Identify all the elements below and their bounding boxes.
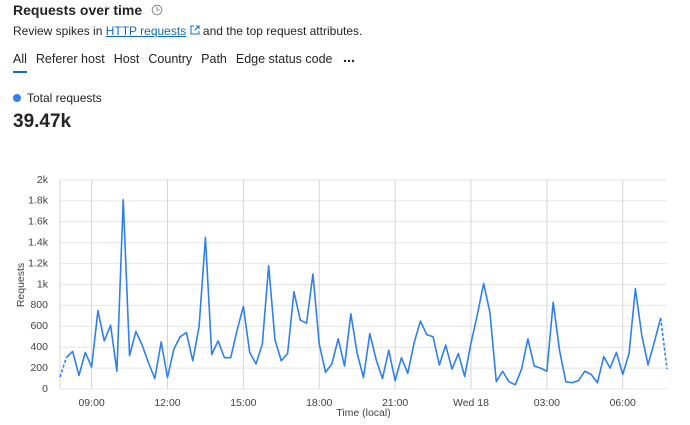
y-tick-label: 1.4k — [28, 236, 49, 248]
y-tick-label: 600 — [30, 320, 48, 332]
more-button[interactable] — [342, 52, 356, 66]
x-axis-label: Time (local) — [336, 407, 390, 419]
subtitle-text: Review spikes in — [13, 24, 103, 38]
series-line — [59, 357, 68, 378]
y-tick-label: 1.6k — [28, 216, 49, 228]
y-tick-label: 1k — [37, 278, 49, 290]
http-requests-link[interactable]: HTTP requests — [105, 24, 187, 38]
y-tick-label: 800 — [30, 299, 48, 311]
legend-swatch — [13, 94, 21, 102]
x-tick-label: 09:00 — [78, 397, 104, 409]
summary-value: 39.47k — [13, 111, 72, 132]
x-tick-label: Wed 18 — [453, 397, 489, 409]
x-tick-label: 21:00 — [382, 397, 408, 409]
y-tick-label: 200 — [30, 362, 48, 374]
tab[interactable]: All — [13, 52, 27, 73]
y-tick-label: 2k — [37, 174, 49, 186]
tab[interactable]: Host — [113, 52, 140, 66]
y-tick-label: 1.2k — [28, 257, 49, 269]
y-tick-label: 0 — [42, 383, 48, 395]
clock-icon[interactable] — [151, 4, 163, 16]
series-line — [65, 199, 662, 386]
y-tick-label: 400 — [30, 341, 48, 353]
x-tick-label: 03:00 — [534, 397, 560, 409]
y-tick-label: 1.8k — [28, 195, 49, 207]
x-tick-label: 06:00 — [610, 397, 636, 409]
tab[interactable]: Path — [201, 52, 227, 66]
tab[interactable]: Edge status code — [235, 52, 333, 66]
legend-label: Total requests — [27, 91, 102, 105]
x-tick-label: 12:00 — [154, 397, 180, 409]
x-tick-label: 15:00 — [230, 397, 256, 409]
subtitle: Review spikes in HTTP requests and the t… — [13, 24, 362, 38]
tab[interactable]: Referer host — [35, 52, 105, 66]
x-tick-label: 18:00 — [306, 397, 332, 409]
title-text: Requests over time — [13, 2, 143, 18]
legend: Total requests — [13, 91, 102, 105]
tab[interactable]: Country — [148, 52, 193, 66]
subtitle-text: and the top request attributes. — [202, 24, 363, 38]
y-axis-label: Requests — [15, 263, 27, 307]
widget-title: Requests over time — [13, 2, 163, 18]
series-line — [659, 317, 668, 370]
tab-list: All Referer host Host Country Path Edge statu… — [13, 52, 356, 73]
external-icon — [190, 25, 200, 35]
